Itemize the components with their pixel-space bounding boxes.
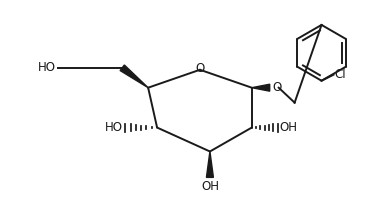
Text: OH: OH: [201, 180, 219, 193]
Polygon shape: [252, 84, 270, 91]
Polygon shape: [206, 151, 214, 177]
Text: Cl: Cl: [334, 68, 346, 81]
Text: O: O: [195, 62, 205, 75]
Text: HO: HO: [105, 121, 123, 134]
Text: HO: HO: [37, 61, 55, 74]
Text: OH: OH: [280, 121, 298, 134]
Text: O: O: [273, 81, 282, 94]
Polygon shape: [120, 65, 148, 88]
